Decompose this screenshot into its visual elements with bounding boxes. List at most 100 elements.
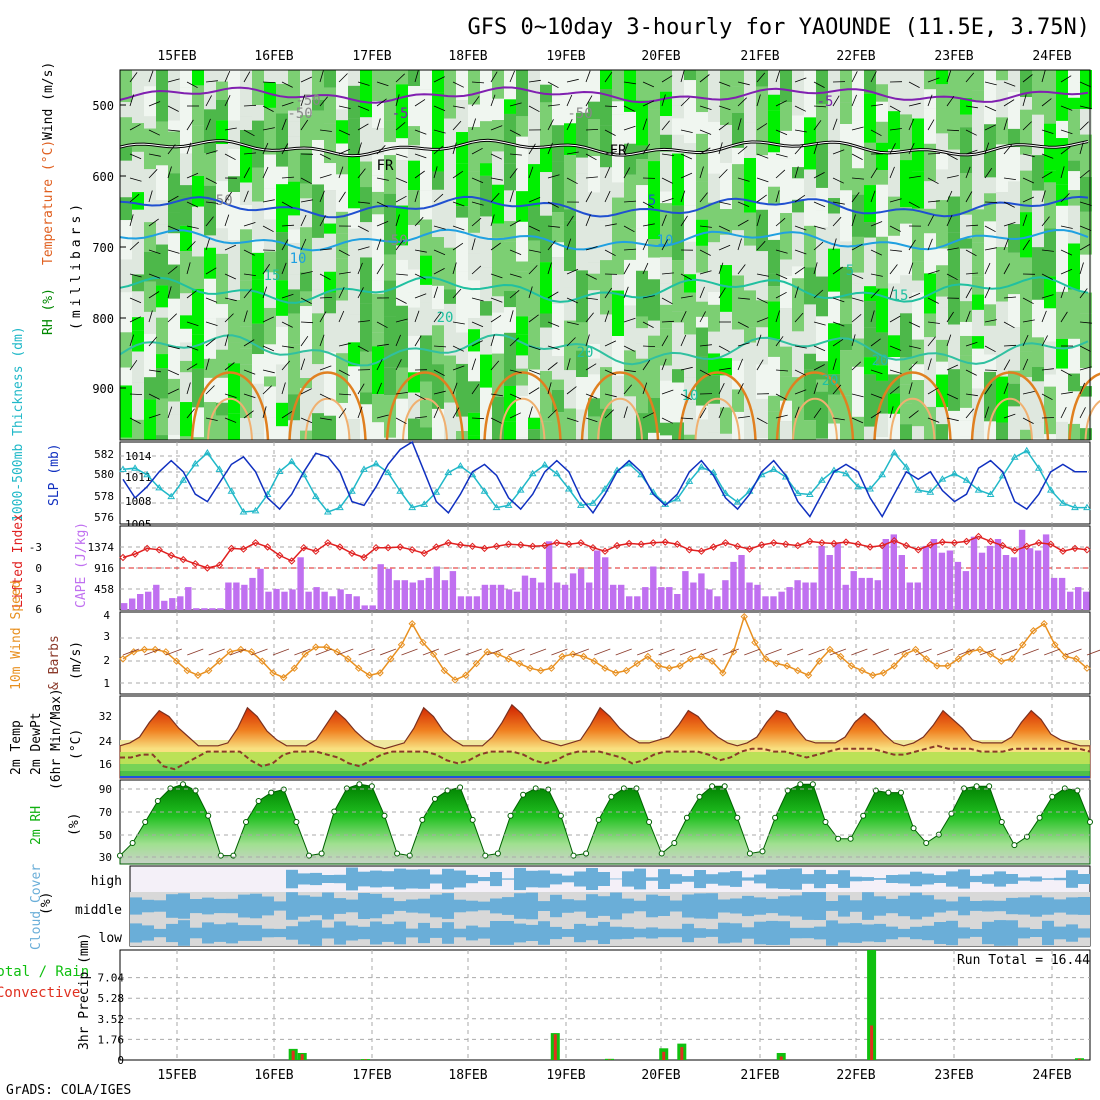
- wind-barb: [585, 176, 598, 179]
- wind-barb: [243, 129, 255, 137]
- lifted-index-point: [1083, 546, 1091, 554]
- warm-dome-contour: [775, 371, 855, 441]
- cloud-cell: [274, 928, 286, 938]
- rh-shade-cell: [516, 136, 528, 192]
- cape-bar: [577, 568, 585, 610]
- rh-shade-cell: [660, 380, 672, 423]
- rh-shade-cell: [948, 324, 960, 370]
- wind-barb: [585, 417, 598, 423]
- rh-shade-cell: [444, 70, 456, 119]
- rh2m-point: [1074, 787, 1081, 794]
- rh-shade-cell: [636, 100, 648, 146]
- rh-shade-cell: [876, 288, 888, 333]
- wind-barb: [1041, 273, 1053, 280]
- rh-shade-cell: [900, 207, 912, 224]
- rh-shade-cell: [240, 129, 252, 147]
- rh2m-point: [797, 781, 804, 788]
- rh-shade-cell: [372, 332, 384, 347]
- lifted-index-point: [914, 546, 923, 554]
- rh-shade-cell: [360, 351, 372, 393]
- wind10-tick: 4: [103, 609, 110, 622]
- rh-shade-cell: [336, 258, 348, 301]
- rh-shade-cell: [276, 70, 288, 84]
- rh-shade-cell: [864, 70, 876, 94]
- thickness-point: [480, 487, 489, 494]
- wind-barb: [737, 383, 744, 395]
- rh-shade-cell: [708, 432, 720, 440]
- rh-shade-cell: [720, 70, 732, 86]
- warm-dome-contour: [288, 371, 367, 441]
- cloud-cell: [454, 870, 466, 888]
- rh-shade-cell: [912, 339, 924, 365]
- dewpt-line: [120, 744, 1091, 771]
- rh-shade-cell: [552, 225, 564, 243]
- rh-shade-cell: [216, 402, 228, 416]
- wind-barb: [851, 126, 864, 131]
- cape-bar: [425, 577, 432, 610]
- wind-barb: [832, 95, 840, 107]
- wind-barb: [1041, 190, 1046, 203]
- rh-shade-cell: [960, 321, 972, 336]
- cloud-cell: [1030, 876, 1042, 882]
- wind-barb: [927, 387, 939, 395]
- rh-shade-cell: [144, 128, 156, 170]
- rh-shade-cell: [576, 350, 588, 378]
- rh-shade-cell: [648, 257, 660, 280]
- wind-barb: [1079, 243, 1091, 251]
- rh-shade-cell: [660, 365, 672, 381]
- rh-shade-cell: [216, 181, 228, 229]
- rh-shade-cell: [864, 374, 876, 427]
- lifted-index-point: [227, 544, 236, 553]
- cloud-cell: [826, 920, 838, 946]
- rh-shade-cell: [696, 316, 708, 328]
- lifted-index-point: [878, 541, 886, 550]
- contour-label: 5: [846, 263, 854, 279]
- cape-bar: [970, 536, 978, 610]
- rh-shade-cell: [336, 247, 348, 259]
- cloud-cell: [478, 927, 490, 939]
- wind-barb: [623, 105, 635, 112]
- rh-shade-cell: [588, 374, 600, 399]
- lifted-index-point: [1023, 542, 1031, 551]
- lifted-index-point: [902, 541, 910, 550]
- rh-shade-cell: [1032, 438, 1044, 440]
- rh-shade-cell: [936, 339, 948, 362]
- wind-barb: [148, 70, 154, 83]
- wind-barb: [585, 312, 594, 323]
- warm-dome-contour: [1068, 372, 1100, 441]
- contour-20: [119, 333, 1089, 367]
- thickness-point: [1083, 503, 1091, 511]
- contour-5: [119, 195, 1089, 219]
- wind-barb: [680, 366, 693, 371]
- rh-shade-cell: [1020, 97, 1032, 110]
- wind-barb: [338, 342, 351, 347]
- wind10-point: [911, 645, 920, 654]
- rh-shade-cell: [924, 233, 936, 274]
- wind10-point: [130, 648, 138, 656]
- cloud-cell: [250, 925, 262, 941]
- rh-shade-cell: [672, 153, 684, 206]
- wind-barb: [509, 153, 522, 156]
- wind-barb: [813, 172, 825, 179]
- wind-barb: [794, 345, 807, 349]
- rh-shade-cell: [996, 236, 1008, 248]
- precip-convective-bar: [680, 1047, 684, 1060]
- lifted-index-point: [312, 547, 320, 555]
- cloud-cell: [514, 893, 526, 919]
- thickness-point: [179, 476, 188, 483]
- cape-bar: [666, 587, 673, 610]
- wind10-point: [719, 669, 727, 677]
- contour-label: 15: [892, 288, 909, 304]
- wind10-point: [847, 662, 856, 670]
- wind-barb: [585, 393, 598, 399]
- rh-tick: 50: [99, 829, 112, 842]
- precip-convective-bar: [870, 1025, 874, 1060]
- rh-shade-cell: [780, 213, 792, 260]
- rh-shade-cell: [960, 301, 972, 322]
- cloud-cell: [490, 921, 502, 945]
- wind-barb: [376, 81, 389, 87]
- wind-barb: [547, 201, 559, 208]
- rh-shade-cell: [960, 127, 972, 174]
- cape-bar: [145, 591, 152, 610]
- rh-shade-cell: [252, 354, 264, 384]
